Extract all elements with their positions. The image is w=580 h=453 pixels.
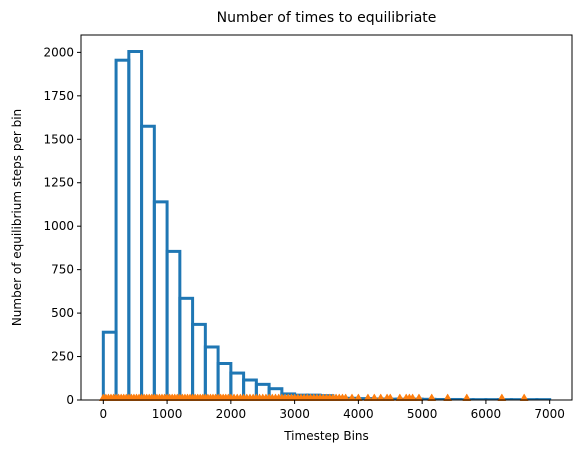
- axes-frame: [80, 34, 573, 401]
- histogram-bar: [152, 200, 169, 400]
- x-tick-label: 2000: [216, 407, 247, 421]
- triangle-marker: [443, 393, 453, 401]
- x-axis-ticks: 0 1000 2000 3000 4000 5000 6000 7000: [99, 400, 565, 421]
- chart-title: Number of times to equilibriate: [217, 10, 437, 26]
- y-tick-label: 250: [51, 350, 74, 364]
- histogram-bar: [178, 296, 195, 400]
- y-tick-label: 1750: [43, 89, 74, 103]
- y-tick-label: 1250: [43, 176, 74, 190]
- triangle-marker: [363, 393, 373, 401]
- plot-area: [98, 50, 552, 401]
- x-axis-label: Timestep Bins: [283, 429, 369, 443]
- triangle-marker: [497, 393, 507, 401]
- y-tick-label: 2000: [43, 45, 74, 59]
- triangle-marker: [347, 393, 357, 401]
- x-tick-label: 1000: [152, 407, 183, 421]
- histogram-bar: [140, 124, 156, 400]
- triangle-marker: [369, 393, 379, 401]
- y-tick-label: 0: [66, 393, 74, 407]
- y-axis-ticks: 0 250 500 750 1000 1250 1500 1750 2000: [43, 45, 81, 407]
- marker-series: [98, 393, 529, 401]
- triangle-marker: [341, 393, 351, 401]
- y-tick-label: 750: [51, 263, 74, 277]
- triangle-marker: [519, 393, 529, 401]
- histogram-bar: [101, 330, 118, 400]
- y-axis-label: Number of equilibrium steps per bin: [10, 109, 24, 326]
- histogram-bar: [165, 249, 182, 400]
- histogram-bar: [127, 50, 144, 400]
- triangle-marker: [385, 393, 395, 401]
- x-tick-label: 7000: [534, 407, 565, 421]
- y-tick-label: 500: [51, 306, 74, 320]
- y-tick-label: 1000: [43, 219, 74, 233]
- histogram-bar: [114, 58, 131, 400]
- histogram-bar: [203, 345, 220, 400]
- triangle-marker: [414, 393, 424, 401]
- x-tick-label: 0: [99, 407, 107, 421]
- histogram-bins: [101, 50, 552, 400]
- triangle-marker: [427, 393, 437, 401]
- histogram-bar: [191, 322, 207, 400]
- triangle-marker: [395, 393, 405, 401]
- y-tick-label: 1500: [43, 132, 74, 146]
- x-tick-label: 3000: [279, 407, 310, 421]
- x-tick-label: 5000: [407, 407, 438, 421]
- triangle-marker: [408, 393, 418, 401]
- triangle-marker: [376, 393, 386, 401]
- x-tick-label: 4000: [343, 407, 374, 421]
- x-tick-label: 6000: [471, 407, 502, 421]
- triangle-marker: [462, 393, 472, 401]
